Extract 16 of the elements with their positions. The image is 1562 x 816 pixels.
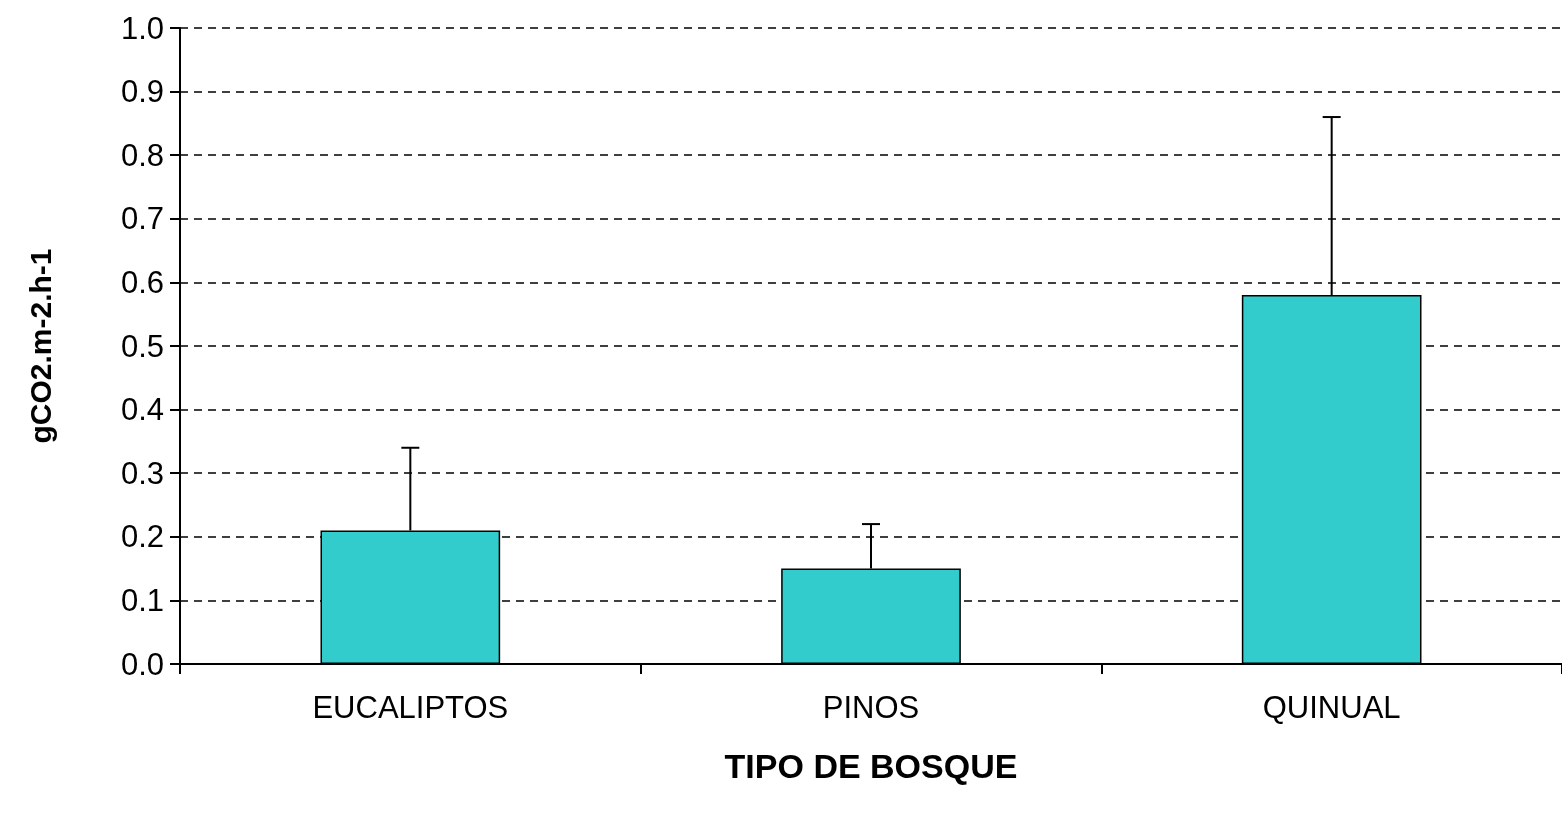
y-tick-label: 0.3 bbox=[120, 455, 164, 491]
y-axis-title: gCO2.m-2.h-1 bbox=[23, 248, 57, 444]
y-tick-label: 0.6 bbox=[120, 264, 164, 300]
x-tick-label: PINOS bbox=[822, 690, 920, 725]
x-tick-label: QUINUAL bbox=[1262, 690, 1401, 725]
y-tick-label: 0.9 bbox=[120, 74, 164, 110]
y-tick-label: 0.7 bbox=[120, 201, 164, 237]
y-tick-label: 0.2 bbox=[120, 519, 164, 555]
y-tick-label: 0.0 bbox=[120, 646, 164, 682]
y-tick-label: 0.4 bbox=[120, 392, 164, 428]
y-tick-label: 1.0 bbox=[120, 10, 164, 46]
y-tick-label: 0.8 bbox=[120, 137, 164, 173]
x-tick-label: EUCALIPTOS bbox=[312, 690, 509, 725]
x-axis-title: TIPO DE BOSQUE bbox=[724, 747, 1018, 785]
y-tick-label: 0.1 bbox=[120, 582, 164, 618]
y-tick-label: 0.5 bbox=[120, 328, 164, 364]
